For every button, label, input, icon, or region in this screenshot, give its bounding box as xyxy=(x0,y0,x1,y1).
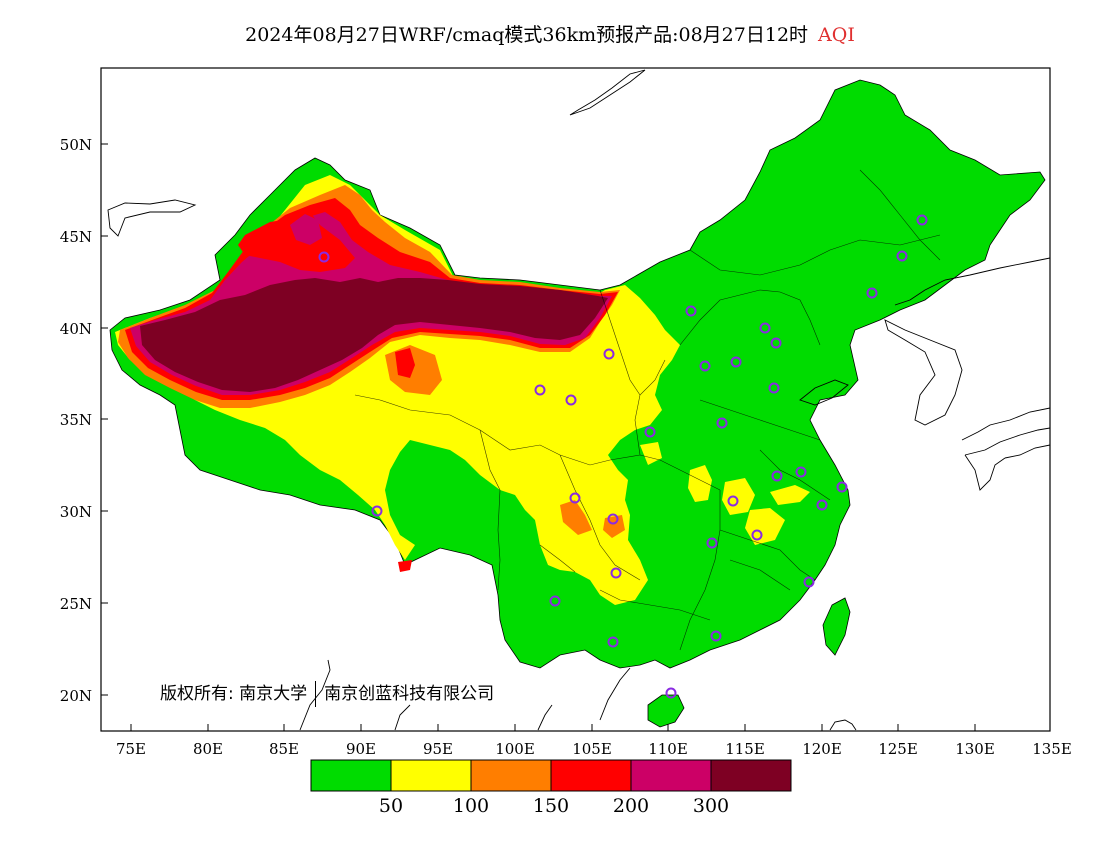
aqi-hazardous-region xyxy=(140,278,608,392)
hainan-island xyxy=(647,694,685,728)
station-marker xyxy=(710,630,722,642)
station-marker xyxy=(534,384,546,396)
lon-tick-label: 135E xyxy=(1032,740,1072,758)
copyright-owner-nju: 南京大学 xyxy=(239,684,308,704)
legend-swatch-good xyxy=(310,759,392,792)
legend-swatch-unhealthy xyxy=(550,759,632,792)
aqi-red-north-patch xyxy=(238,212,355,272)
taiwan-island xyxy=(822,597,851,656)
aqi-usg-patch xyxy=(560,500,592,535)
station-marker xyxy=(759,322,771,334)
aqi-moderate-east-patch xyxy=(770,485,810,505)
copyright-owner-company: 南京创蓝科技有限公司 xyxy=(324,684,495,704)
lon-tick-label: 85E xyxy=(269,740,299,758)
station-marker xyxy=(565,394,577,406)
lon-tick-label: 120E xyxy=(802,740,842,758)
aqi-purple-north-patch xyxy=(248,260,285,282)
aqi-unhealthy-patch xyxy=(395,348,415,378)
map-title: 2024年08月27日WRF/cmaq模式36km预报产品:08月27日12时 A… xyxy=(0,20,1100,47)
legend-swatch-hazardous xyxy=(710,759,792,792)
station-marker xyxy=(816,499,828,511)
lon-tick-label: 105E xyxy=(572,740,612,758)
station-marker xyxy=(699,360,711,372)
lon-tick-label: 110E xyxy=(648,740,688,758)
station-marker xyxy=(706,537,718,549)
lon-tick-label: 130E xyxy=(955,740,995,758)
lon-tick-label: 75E xyxy=(116,740,146,758)
station-marker xyxy=(916,214,928,226)
station-marker xyxy=(603,348,615,360)
lat-tick-label: 20N xyxy=(60,687,92,705)
legend-label: 200 xyxy=(613,795,649,817)
province-boundaries xyxy=(354,169,941,651)
station-marker xyxy=(318,251,330,263)
aqi-field xyxy=(109,79,1046,728)
aqi-moderate-east-patch xyxy=(745,508,785,545)
station-marker xyxy=(371,505,383,517)
legend-label: 100 xyxy=(453,795,489,817)
legend-swatch-moderate xyxy=(390,759,472,792)
legend-swatch-very-unhealthy xyxy=(630,759,712,792)
station-marker xyxy=(866,287,878,299)
station-marker xyxy=(896,250,908,262)
legend-label: 50 xyxy=(379,795,403,817)
lon-tick-label: 125E xyxy=(878,740,918,758)
lon-tick-label: 90E xyxy=(346,740,376,758)
station-marker xyxy=(836,481,848,493)
lon-tick-label: 100E xyxy=(495,740,535,758)
legend-label: 150 xyxy=(533,795,569,817)
station-marker xyxy=(610,567,622,579)
station-marker xyxy=(644,426,656,438)
station-marker xyxy=(803,576,815,588)
station-marker xyxy=(751,529,763,541)
axis-ticks xyxy=(101,143,1051,731)
legend-swatch-usg xyxy=(470,759,552,792)
station-marker xyxy=(770,337,782,349)
aqi-purple-north-patch xyxy=(290,214,322,245)
lon-tick-label: 95E xyxy=(423,740,453,758)
station-marker xyxy=(685,305,697,317)
station-marker xyxy=(549,595,561,607)
latitude-labels: 50N 45N 40N 35N 30N 25N 20N xyxy=(60,136,92,705)
station-marker xyxy=(569,492,581,504)
lat-tick-label: 35N xyxy=(60,411,92,429)
aqi-unhealthy-patch xyxy=(398,560,412,572)
station-marker xyxy=(716,417,728,429)
station-marker xyxy=(607,636,619,648)
map-title-main: 2024年08月27日WRF/cmaq模式36km预报产品:08月27日12时 xyxy=(245,24,809,46)
lat-tick-label: 45N xyxy=(60,228,92,246)
longitude-labels: 75E 80E 85E 90E 95E 100E 105E 110E 115E … xyxy=(116,740,1072,758)
aqi-moderate-east-patch xyxy=(688,465,712,502)
lat-tick-label: 30N xyxy=(60,503,92,521)
station-marker xyxy=(768,382,780,394)
copyright-notice: 版权所有: 南京大学 南京创蓝科技有限公司 xyxy=(160,679,494,707)
legend-labels: 50 100 150 200 300 xyxy=(379,795,729,817)
station-marker xyxy=(795,466,807,478)
map-title-variable: AQI xyxy=(818,24,855,46)
aqi-legend xyxy=(310,759,792,792)
station-marker xyxy=(771,470,783,482)
copyright-label: 版权所有: xyxy=(160,684,234,704)
copyright-separator xyxy=(315,681,317,707)
legend-label: 300 xyxy=(693,795,729,817)
lon-tick-label: 115E xyxy=(725,740,765,758)
station-marker xyxy=(730,356,742,368)
station-markers xyxy=(318,214,928,699)
lat-tick-label: 50N xyxy=(60,136,92,154)
lon-tick-label: 80E xyxy=(193,740,223,758)
station-marker xyxy=(665,687,677,699)
station-marker xyxy=(727,495,739,507)
station-marker xyxy=(607,513,619,525)
lat-tick-label: 25N xyxy=(60,595,92,613)
neighbor-coastlines xyxy=(107,69,1051,731)
lat-tick-label: 40N xyxy=(60,320,92,338)
